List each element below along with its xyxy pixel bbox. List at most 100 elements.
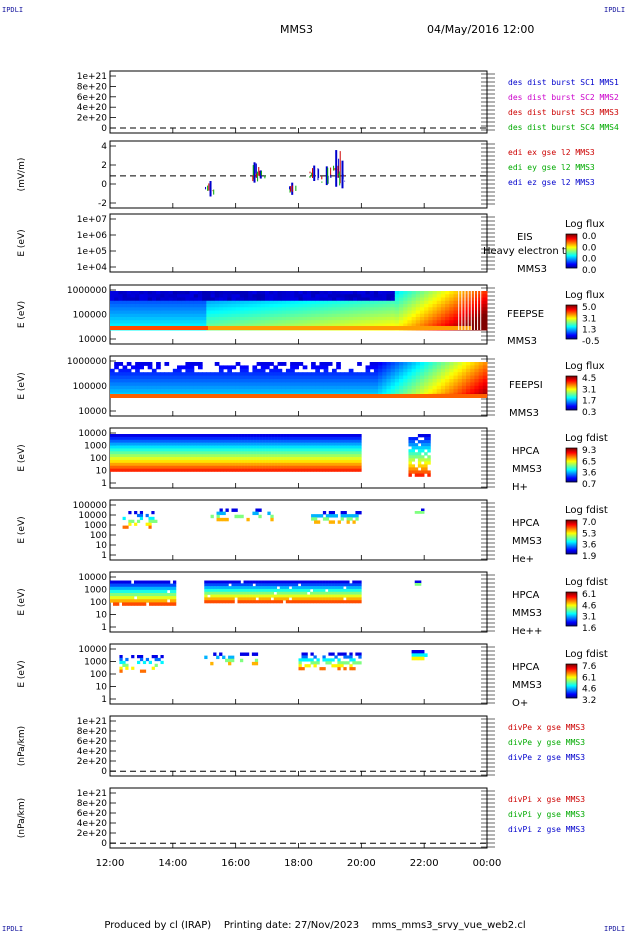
hpca-cell-h (160, 445, 165, 449)
hpca-cell-h (325, 465, 329, 469)
hpca-cell-he (267, 511, 271, 516)
feepse-cell (365, 307, 371, 311)
hpca-cell-h (154, 436, 159, 441)
hpca-cell-he (316, 514, 321, 518)
feepse-cell (390, 320, 396, 324)
feepsi-cell (189, 382, 195, 387)
feepsi-cell (436, 385, 442, 390)
hpca-cell-h (358, 434, 362, 438)
feepse-cell (135, 304, 140, 308)
feepsi-cell (390, 385, 396, 390)
hpca-cell-h (265, 439, 269, 443)
feepse-cell (386, 307, 392, 311)
y-tick-label-eis: 1e+07 (77, 215, 107, 225)
hpca-cell-h (238, 436, 242, 441)
feepsi-cell (177, 368, 182, 373)
feepse-cell (281, 304, 287, 308)
hpca-cell-hepp (151, 599, 156, 603)
side-label-hpca-hepp-2: He++ (512, 626, 542, 637)
hpca-cell-hepp (139, 593, 144, 597)
hpca-cell-h (298, 445, 302, 449)
hpca-cell-hepp (234, 594, 238, 598)
feepse-cell (436, 317, 442, 321)
hpca-cell-hepp (252, 594, 256, 598)
hpca-cell-o (301, 658, 305, 662)
feepse-cell (440, 317, 446, 321)
feepsi-cell (470, 385, 475, 390)
hpca-cell-hepp (306, 583, 311, 587)
feepse-cell (445, 323, 450, 328)
hpca-cell-h (352, 451, 356, 455)
hpca-cell-h (160, 439, 165, 443)
hpca-cell-hepp (291, 580, 296, 584)
feepse-cell (411, 307, 417, 311)
hpca-cell-o (352, 661, 356, 665)
feepse-cell (419, 307, 425, 311)
hpca-cell-hepp (127, 593, 132, 597)
feepse-cell (390, 304, 396, 308)
hpca-cell-h (262, 454, 266, 458)
hpca-cell-hepp (331, 594, 335, 598)
feepse-cell (244, 294, 249, 298)
feepse-cell (273, 304, 279, 308)
hpca-cell-h (223, 434, 227, 438)
hpca-cell-h (127, 442, 132, 446)
hpca-cell-h (154, 439, 159, 443)
hpca-cell-h (130, 445, 135, 449)
hpca-cell-h (307, 439, 311, 443)
hpca-cell-h (265, 451, 269, 455)
hpca-cell-h (328, 442, 332, 446)
hpca-cell-h (358, 457, 362, 461)
hpca-cell-h (295, 457, 299, 461)
hpca-cell-hepp (154, 596, 159, 600)
feepse-cell (461, 291, 467, 295)
hpca-cell-he (421, 511, 425, 514)
hpca-cell-he (355, 511, 359, 515)
hpca-cell-h (196, 448, 201, 452)
feepsi-cell (369, 389, 375, 394)
feepsi-cell (394, 382, 400, 387)
feepse-cell (277, 310, 283, 315)
hpca-cell-h (115, 468, 120, 472)
feepsi-cell (461, 385, 467, 390)
y-tick-label-feepse: 1000000 (67, 286, 107, 296)
feepse-cell (143, 300, 149, 305)
hpca-cell-h (271, 448, 275, 452)
hpca-cell-hepp (285, 594, 290, 598)
hpca-cell-he (340, 514, 344, 518)
hpca-cell-h (112, 451, 117, 455)
feepse-cell (302, 317, 308, 321)
hpca-cell-h (127, 465, 132, 469)
feepse-cell (164, 297, 170, 302)
hpca-cell-h (133, 442, 138, 446)
hpca-cell-hepp (300, 586, 305, 590)
hpca-cell-h (115, 442, 120, 446)
feepsi-cell (269, 372, 274, 377)
hpca-cell-h (313, 439, 317, 443)
feepsi-cell (428, 368, 434, 373)
hpca-cell-h (427, 455, 431, 459)
feepse-cell (382, 317, 387, 321)
feepse-cell (285, 294, 291, 298)
feepse-cell (273, 313, 279, 318)
hpca-cell-hepp (228, 597, 232, 601)
feepsi-cell (461, 389, 467, 394)
feepse-cell (281, 294, 287, 298)
feepse-cell (323, 307, 329, 311)
hpca-cell-h (355, 436, 359, 441)
feepse-cell (151, 313, 157, 318)
hpca-cell-hepp (309, 594, 314, 598)
hpca-cell-h (301, 439, 305, 443)
hpca-cell-o (137, 655, 141, 659)
hpca-cell-h (298, 465, 302, 469)
feepsi-cell (415, 382, 421, 387)
feepsi-cell (466, 382, 471, 387)
feepsi-cell (181, 382, 186, 387)
feepse-cell (323, 297, 329, 302)
feepse-cell (235, 310, 241, 315)
hpca-cell-h (340, 439, 344, 443)
hpca-cell-h (256, 436, 260, 441)
y-tick-label-hpca-he: 100 (90, 531, 107, 541)
hpca-cell-h (145, 462, 150, 467)
hpca-cell-h (124, 442, 129, 446)
